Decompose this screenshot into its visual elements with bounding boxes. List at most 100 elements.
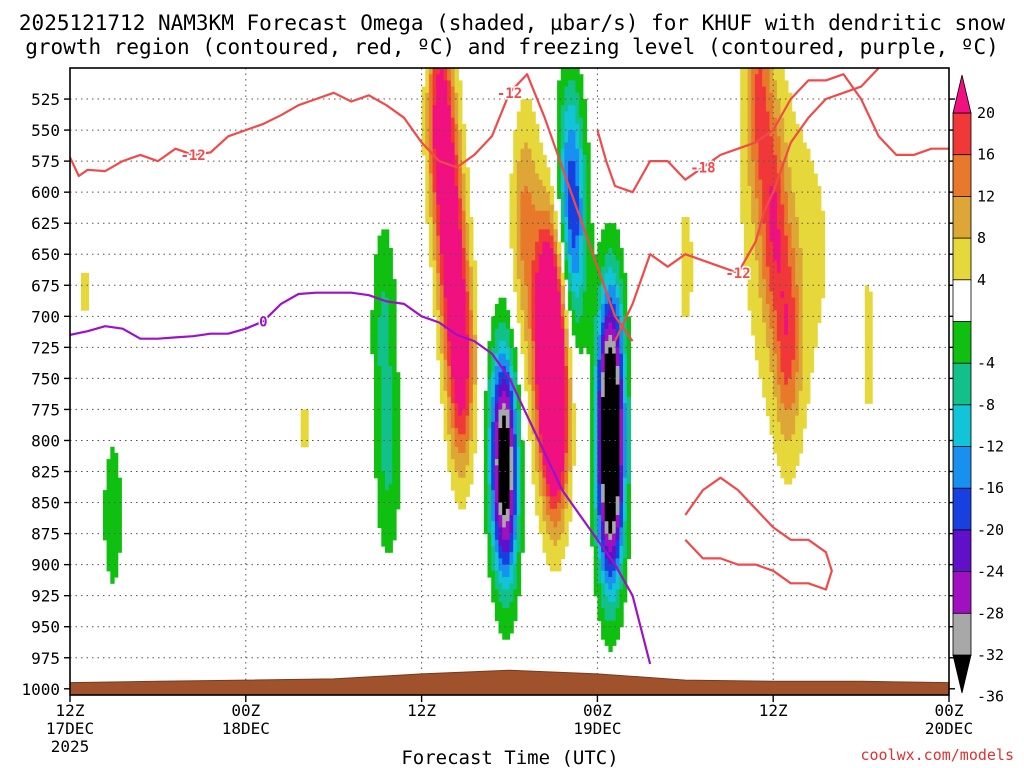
omega-cell — [758, 316, 763, 324]
omega-cell — [568, 359, 573, 367]
omega-cell — [626, 378, 631, 386]
omega-cell — [450, 428, 456, 435]
omega-cell — [623, 303, 628, 311]
omega-cell — [538, 285, 544, 293]
omega-cell — [106, 527, 111, 535]
omega-cell — [450, 74, 456, 81]
omega-cell — [450, 291, 456, 299]
omega-cell — [516, 502, 522, 510]
omega-cell — [454, 397, 459, 404]
omega-cell — [472, 372, 478, 379]
omega-cell — [809, 341, 815, 348]
omega-cell — [527, 334, 533, 342]
omega-cell — [593, 527, 598, 535]
omega-cell — [516, 409, 522, 417]
omega-cell — [623, 440, 628, 448]
omega-cell — [374, 440, 379, 448]
omega-cell — [432, 148, 437, 156]
omega-cell — [615, 272, 620, 280]
colorbar-label: 16 — [977, 146, 995, 164]
omega-cell — [560, 136, 566, 144]
omega-cell — [802, 316, 807, 324]
omega-cell — [571, 217, 577, 224]
omega-cell — [568, 248, 573, 255]
omega-cell — [428, 223, 434, 230]
omega-cell — [538, 359, 544, 367]
omega-cell — [608, 235, 613, 243]
omega-cell — [557, 303, 562, 311]
omega-cell — [619, 539, 624, 547]
omega-cell — [498, 508, 503, 516]
omega-cell — [106, 465, 111, 473]
omega-cell — [597, 515, 602, 522]
omega-cell — [751, 279, 756, 286]
omega-cell — [791, 223, 796, 230]
omega-cell — [754, 161, 760, 168]
omega-cell — [560, 434, 566, 442]
omega-cell — [443, 136, 448, 144]
omega-cell — [549, 384, 555, 392]
omega-cell — [498, 378, 503, 386]
omega-cell — [106, 533, 111, 541]
omega-cell — [531, 260, 536, 268]
terrain-ground — [70, 669, 949, 695]
omega-cell — [538, 452, 544, 460]
omega-cell — [593, 496, 598, 504]
omega-cell — [106, 546, 111, 553]
omega-cell — [538, 254, 544, 261]
omega-cell — [751, 285, 756, 293]
omega-cell — [117, 527, 122, 535]
omega-cell — [509, 434, 514, 442]
omega-cell — [626, 452, 631, 460]
omega-cell — [579, 316, 584, 324]
omega-cell — [450, 161, 456, 168]
omega-cell — [802, 148, 807, 156]
omega-cell — [615, 285, 620, 293]
omega-cell — [509, 620, 514, 628]
omega-cell — [758, 192, 763, 199]
omega-cell — [743, 223, 749, 230]
omega-cell — [619, 254, 624, 261]
omega-cell — [494, 409, 500, 417]
omega-cell — [461, 403, 467, 410]
omega-cell — [765, 154, 771, 162]
omega-cell — [549, 533, 555, 541]
omega-cell — [820, 229, 826, 237]
omega-cell — [436, 241, 441, 249]
omega-cell — [612, 440, 617, 448]
contour-layer: -12-12-18-120 — [70, 68, 949, 665]
omega-cell — [472, 428, 478, 435]
omega-cell — [769, 279, 774, 286]
omega-cell — [626, 428, 631, 435]
omega-cell — [450, 347, 456, 355]
omega-cell — [619, 515, 624, 522]
omega-cell — [791, 285, 796, 293]
omega-cell — [469, 347, 474, 355]
omega-cell — [751, 260, 756, 268]
omega-cell — [447, 229, 452, 237]
omega-cell — [425, 192, 430, 199]
omega-cell — [527, 235, 533, 243]
omega-cell — [608, 272, 613, 280]
omega-cell — [505, 496, 511, 504]
omega-cell — [597, 546, 602, 553]
omega-cell — [396, 421, 401, 429]
omega-cell — [425, 130, 430, 137]
omega-cell — [494, 490, 500, 497]
omega-cell — [439, 272, 445, 280]
omega-cell — [385, 279, 390, 286]
omega-cell — [304, 415, 309, 423]
omega-cell — [568, 136, 573, 144]
omega-cell — [798, 446, 804, 454]
omega-cell — [612, 477, 617, 485]
omega-cell — [780, 204, 785, 212]
omega-cell — [557, 148, 562, 156]
omega-cell — [868, 347, 873, 355]
omega-cell — [780, 272, 785, 280]
omega-cell — [439, 384, 445, 392]
omega-cell — [579, 303, 584, 311]
omega-cell — [809, 223, 815, 230]
omega-cell — [428, 130, 434, 137]
omega-cell — [461, 192, 467, 199]
omega-cell — [450, 397, 456, 404]
